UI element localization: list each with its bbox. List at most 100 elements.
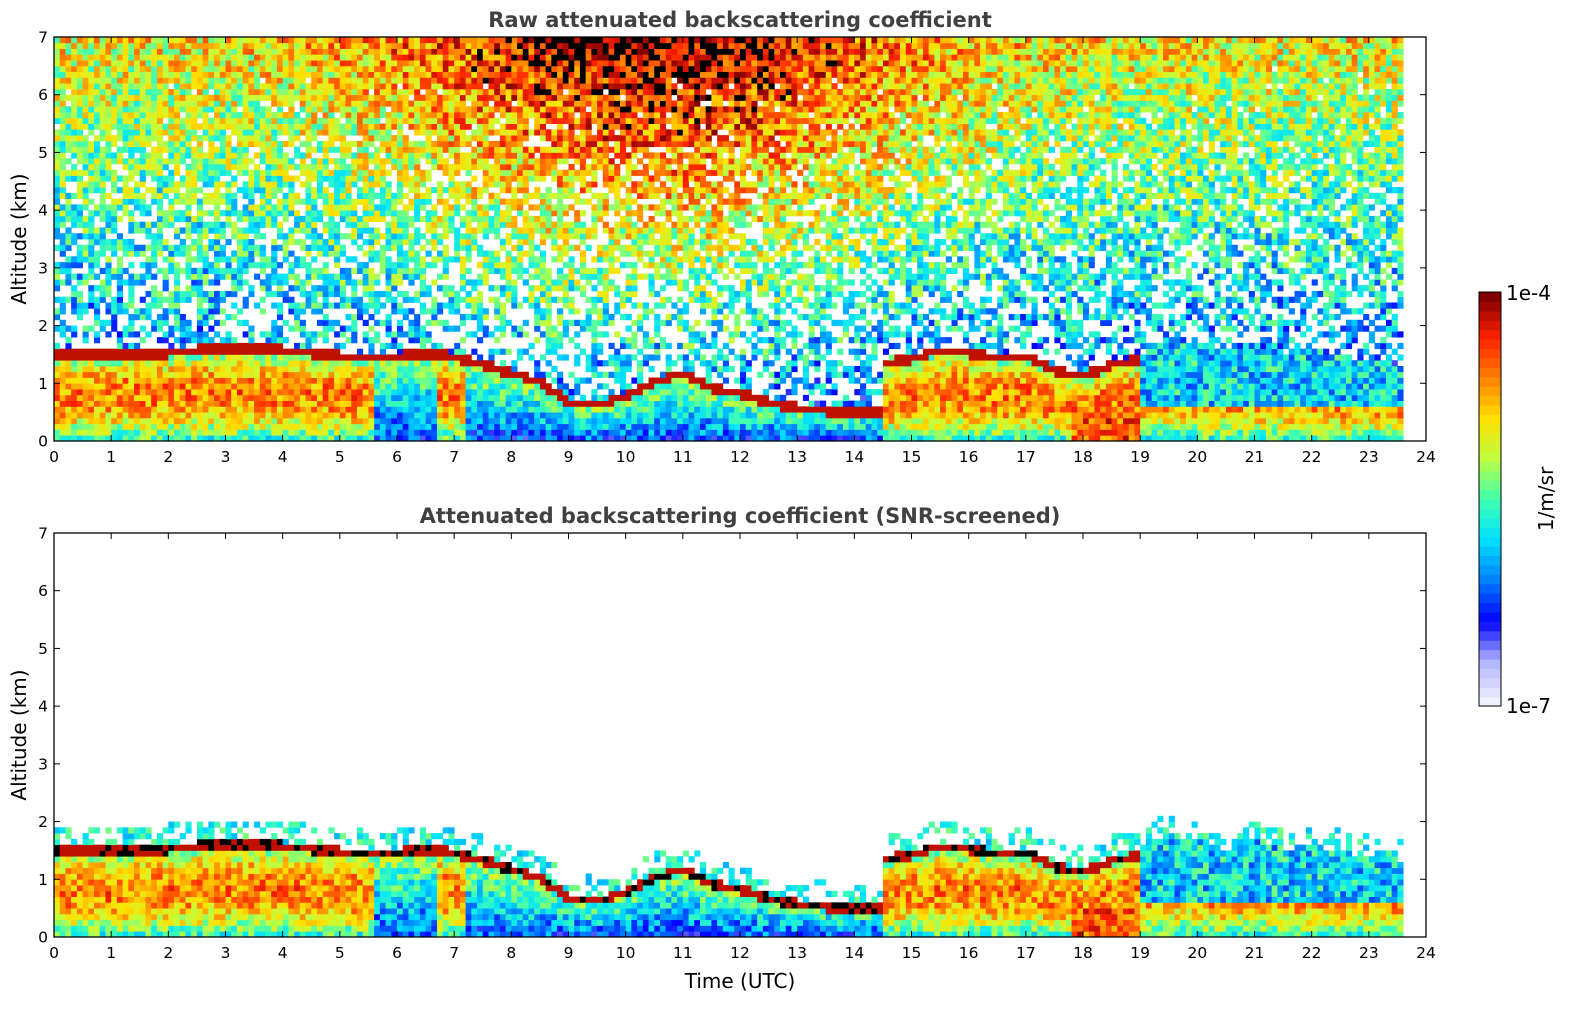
heatmap-cell <box>528 158 535 165</box>
heatmap-cell <box>59 146 66 153</box>
heatmap-cell <box>145 256 152 263</box>
heatmap-cell <box>379 210 386 217</box>
heatmap-cell <box>402 135 409 142</box>
heatmap-cell <box>334 135 341 142</box>
heatmap-cell <box>539 262 547 269</box>
heatmap-cell <box>276 71 284 78</box>
heatmap-cell <box>151 169 158 176</box>
heatmap-cell <box>328 158 335 165</box>
heatmap-cell <box>225 83 232 90</box>
heatmap-cell <box>71 88 78 96</box>
heatmap-cell <box>385 198 392 205</box>
heatmap-cell <box>288 117 295 124</box>
heatmap-cell <box>379 192 386 199</box>
heatmap-cell <box>288 192 295 199</box>
heatmap-cell <box>151 233 158 240</box>
heatmap-cell <box>225 192 232 199</box>
heatmap-cell <box>265 88 272 96</box>
heatmap-cell <box>88 267 95 275</box>
heatmap-cell <box>534 42 541 49</box>
heatmap-cell <box>488 152 495 159</box>
heatmap-cell <box>362 181 369 188</box>
heatmap-cell <box>511 417 518 425</box>
heatmap-cell <box>139 42 146 49</box>
heatmap-cell <box>156 88 164 96</box>
heatmap-cell <box>59 435 66 442</box>
heatmap-cell <box>145 129 152 136</box>
heatmap-cell <box>408 106 415 113</box>
heatmap-cell <box>408 371 415 378</box>
heatmap-cell <box>282 65 289 73</box>
heatmap-cell <box>242 227 249 234</box>
heatmap-cell <box>271 377 278 384</box>
heatmap-cell <box>71 210 78 217</box>
heatmap-cell <box>174 337 181 344</box>
heatmap-cell <box>482 117 489 124</box>
heatmap-cell <box>179 181 186 188</box>
heatmap-cell <box>271 262 278 269</box>
heatmap-cell <box>94 435 101 442</box>
heatmap-cell <box>185 331 192 338</box>
heatmap-cell <box>88 129 95 136</box>
heatmap-cell <box>145 187 152 194</box>
heatmap-cell <box>71 290 78 298</box>
heatmap-cell <box>231 383 238 390</box>
heatmap-cell <box>459 112 466 119</box>
heatmap-cell <box>151 54 158 61</box>
heatmap-cell <box>122 406 129 413</box>
heatmap-cell <box>208 360 215 367</box>
heatmap-cell <box>397 394 404 401</box>
heatmap-cell <box>271 423 278 430</box>
heatmap-cell <box>351 412 358 419</box>
heatmap-cell <box>328 117 335 124</box>
heatmap-cell <box>442 302 449 309</box>
heatmap-cell <box>168 152 175 159</box>
heatmap-cell <box>282 233 289 240</box>
heatmap-cell <box>185 37 192 44</box>
heatmap-cell <box>517 88 524 96</box>
heatmap-cell <box>196 94 204 101</box>
heatmap-cell <box>231 302 238 309</box>
heatmap-cell <box>139 163 146 171</box>
heatmap-cell <box>65 37 72 44</box>
heatmap-cell <box>236 360 244 367</box>
heatmap-cell <box>385 112 392 119</box>
heatmap-cell <box>459 239 466 246</box>
heatmap-cell <box>236 158 244 165</box>
heatmap-cell <box>236 250 244 257</box>
heatmap-cell <box>397 267 404 275</box>
heatmap-cell <box>174 42 181 49</box>
heatmap-cell <box>254 244 261 251</box>
heatmap-cell <box>122 88 129 96</box>
heatmap-cell <box>99 423 106 430</box>
heatmap-cell <box>179 296 186 303</box>
heatmap-cell <box>265 215 272 223</box>
heatmap-cell <box>368 325 375 332</box>
heatmap-cell <box>408 296 415 303</box>
heatmap-cell <box>76 383 83 390</box>
heatmap-cell <box>219 83 226 90</box>
heatmap-cell <box>179 65 186 73</box>
heatmap-cell <box>265 417 272 425</box>
heatmap-cell <box>231 198 238 205</box>
heatmap-cell <box>134 192 141 199</box>
heatmap-cell <box>282 406 289 413</box>
heatmap-cell <box>259 175 266 182</box>
heatmap-cell <box>225 273 232 280</box>
heatmap-cell <box>276 325 284 332</box>
heatmap-cell <box>362 262 369 269</box>
heatmap-cell <box>111 412 118 419</box>
heatmap-cell <box>76 88 83 96</box>
heatmap-cell <box>385 285 392 292</box>
heatmap-cell <box>179 48 186 55</box>
heatmap-cell <box>517 429 524 436</box>
heatmap-cell <box>214 233 221 240</box>
heatmap-cell <box>328 233 335 240</box>
heatmap-cell <box>162 285 169 292</box>
heatmap-cell <box>225 314 232 321</box>
heatmap-cell <box>494 169 501 176</box>
heatmap-cell <box>385 417 392 425</box>
heatmap-cell <box>196 360 204 367</box>
heatmap-cell <box>214 88 221 96</box>
heatmap-cell <box>385 60 392 67</box>
